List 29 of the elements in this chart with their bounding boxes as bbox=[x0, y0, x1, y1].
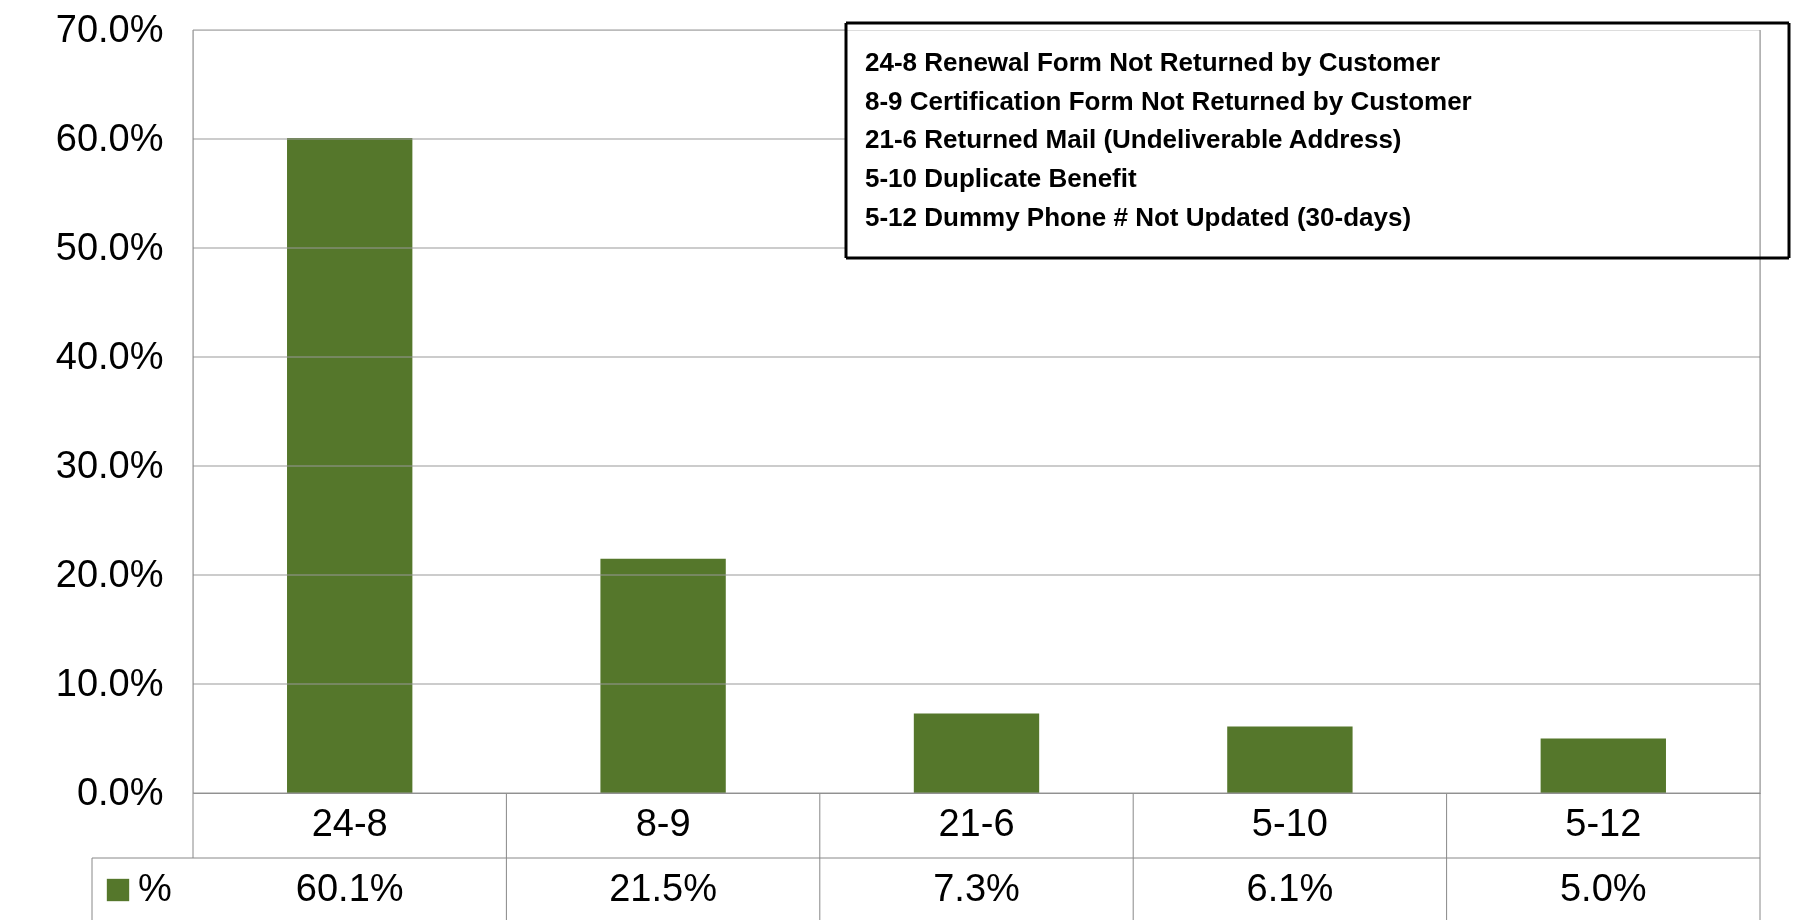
x-tick-label: 5-10 bbox=[1251, 801, 1328, 844]
bar bbox=[913, 713, 1040, 793]
y-tick-label: 70.0% bbox=[55, 7, 164, 50]
x-tick-label: 24-8 bbox=[311, 801, 388, 844]
y-tick-label: 0.0% bbox=[76, 770, 164, 813]
data-label: 6.1% bbox=[1246, 867, 1334, 909]
y-tick-label: 50.0% bbox=[55, 225, 164, 268]
data-label: 7.3% bbox=[933, 867, 1020, 909]
annotation: 24-8 Renewal Form Not Returned by Customer bbox=[865, 47, 1440, 77]
data-label: 60.1% bbox=[295, 867, 404, 909]
data-label: 5.0% bbox=[1559, 867, 1647, 909]
bar bbox=[287, 137, 413, 793]
x-tick-label: 21-6 bbox=[938, 801, 1015, 844]
bar bbox=[1227, 726, 1353, 793]
x-tick-label: 8-9 bbox=[635, 801, 691, 844]
annotation: 21-6 Returned Mail (Undeliverable Address) bbox=[865, 124, 1402, 155]
y-tick-label: 10.0% bbox=[55, 661, 164, 704]
y-tick-label: 60.0% bbox=[55, 116, 164, 159]
y-tick-label: 40.0% bbox=[55, 334, 164, 377]
x-tick-label: 5-12 bbox=[1565, 801, 1642, 844]
data-label: 21.5% bbox=[609, 867, 717, 909]
y-tick-label: 30.0% bbox=[55, 443, 164, 486]
bar bbox=[600, 558, 726, 793]
annotation: 5-10 Duplicate Benefit bbox=[865, 163, 1137, 194]
annotation: 5-12 Dummy Phone # Not Updated (30-days) bbox=[865, 201, 1412, 232]
y-tick-label: 20.0% bbox=[55, 552, 164, 595]
legend-label: % bbox=[138, 867, 172, 909]
bar bbox=[1540, 738, 1666, 793]
annotation: 8-9 Certification Form Not Returned by Customer bbox=[865, 85, 1472, 116]
